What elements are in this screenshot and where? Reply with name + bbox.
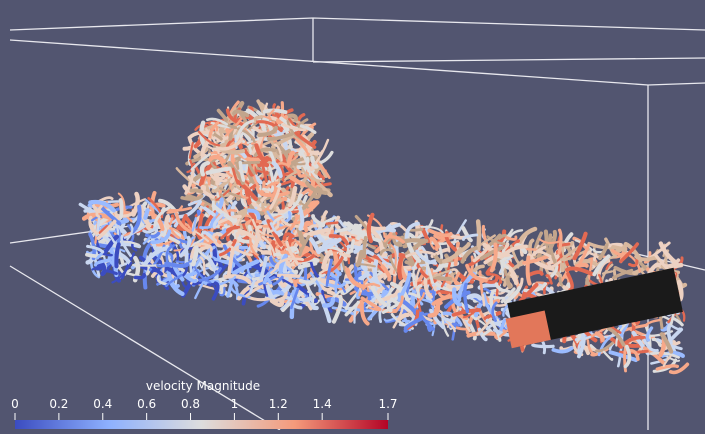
- vortex: [533, 345, 553, 346]
- colorbar-title: velocity Magnitude: [146, 379, 260, 393]
- tick-label: 1.4: [313, 397, 332, 411]
- vortex: [327, 223, 338, 224]
- vortex: [559, 230, 561, 253]
- tick-label: 0.2: [49, 397, 68, 411]
- vortex: [121, 200, 122, 217]
- render-view: velocity Magnitude 0 0.2 0.4 0.6 0.8 1 1.2 1.4 1…: [0, 0, 705, 430]
- vortex: [265, 110, 286, 112]
- vortex: [145, 210, 147, 218]
- tick-label: 1: [231, 397, 239, 411]
- vortex: [116, 244, 118, 266]
- vortex: [215, 179, 226, 181]
- tick-label: 0: [11, 397, 19, 411]
- vortex: [528, 258, 530, 284]
- vortex: [167, 264, 188, 266]
- page: velocity Magnitude 0 0.2 0.4 0.6 0.8 1 1.2 1.4 1…: [0, 0, 705, 430]
- vortex: [364, 238, 365, 257]
- colorbar: [15, 420, 388, 429]
- vortex: [483, 295, 484, 305]
- vortex: [352, 241, 354, 251]
- vortex: [410, 229, 422, 230]
- vortex: [508, 277, 510, 287]
- tick-label: 1.7: [378, 397, 397, 411]
- vortex: [448, 286, 471, 288]
- vortex: [355, 265, 356, 279]
- tick-label: 0.6: [137, 397, 156, 411]
- tick-label: 0.4: [93, 397, 112, 411]
- vortex: [191, 190, 201, 191]
- tick-label: 0.8: [181, 397, 200, 411]
- tick-label: 1.2: [269, 397, 288, 411]
- vortex: [613, 247, 625, 250]
- vortex: [546, 232, 547, 249]
- vortex: [235, 162, 259, 163]
- vortex: [305, 269, 306, 280]
